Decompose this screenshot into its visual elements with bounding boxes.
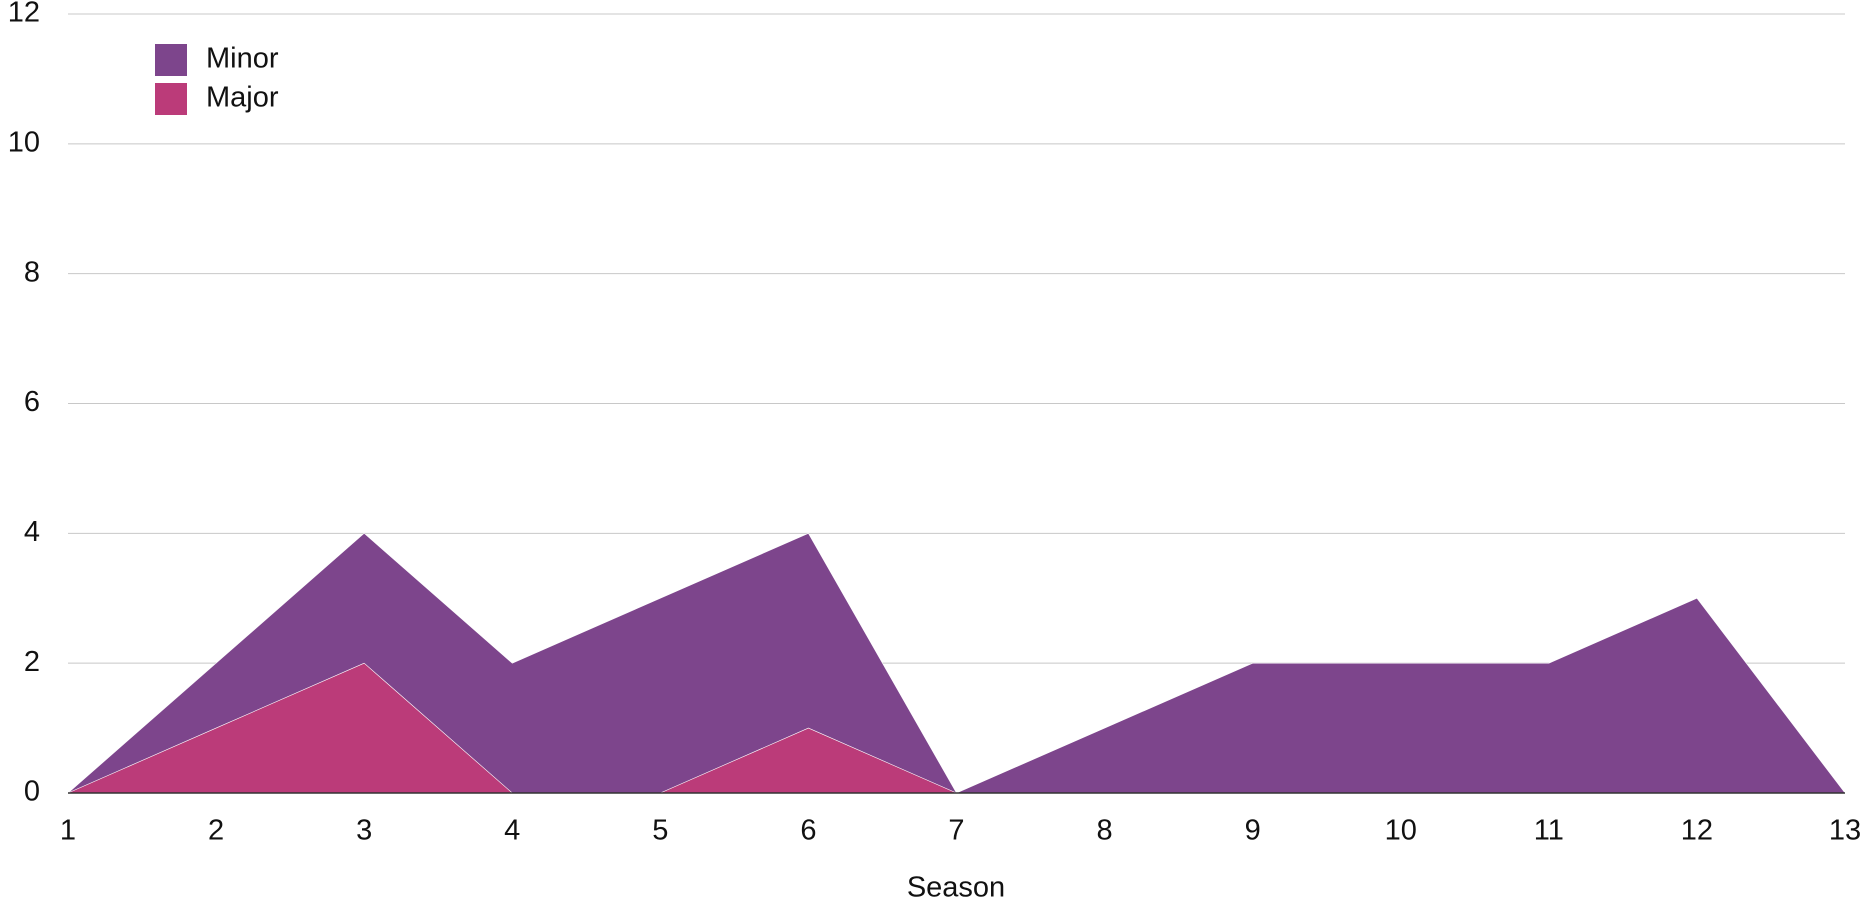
area <box>67 533 1846 794</box>
x-tick-label: 6 <box>800 815 816 847</box>
x-tick-label: 7 <box>948 815 964 847</box>
y-tick-label: 0 <box>24 776 40 808</box>
x-tick-label: 12 <box>1681 815 1713 847</box>
legend-swatch <box>155 83 187 115</box>
y-tick-label: 8 <box>24 256 40 288</box>
x-tick-label: 11 <box>1534 815 1564 847</box>
legend-swatch <box>155 44 187 76</box>
y-tick-label: 6 <box>24 386 40 418</box>
x-axis-title: Season <box>907 872 1005 904</box>
legend-label: Minor <box>206 43 279 75</box>
x-tick-label: 9 <box>1245 815 1261 847</box>
x-tick-label: 4 <box>504 815 520 847</box>
x-tick-label: 3 <box>356 815 372 847</box>
x-tick-label: 2 <box>208 815 224 847</box>
x-tick-label: 13 <box>1829 815 1861 847</box>
legend-label: Major <box>206 82 279 114</box>
x-tick-label: 10 <box>1385 815 1417 847</box>
y-tick-label: 4 <box>24 516 40 548</box>
y-tick-label: 2 <box>24 646 40 678</box>
x-tick-label: 8 <box>1097 815 1113 847</box>
x-tick-label: 1 <box>60 815 76 847</box>
y-tick-label: 12 <box>8 0 40 29</box>
x-tick-label: 5 <box>652 815 668 847</box>
y-tick-label: 10 <box>8 126 40 158</box>
